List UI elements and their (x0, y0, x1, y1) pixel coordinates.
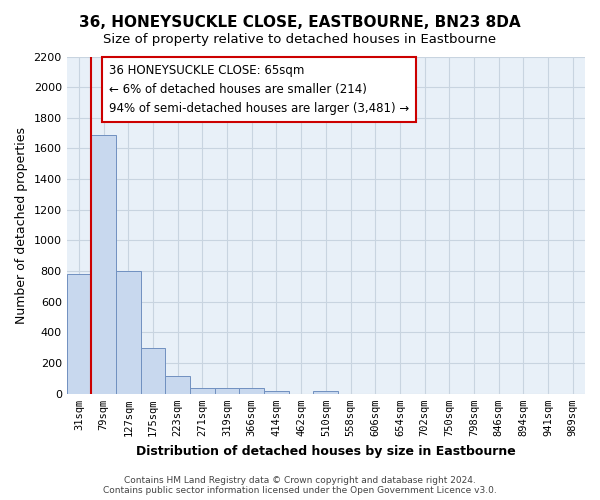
Text: Size of property relative to detached houses in Eastbourne: Size of property relative to detached ho… (103, 32, 497, 46)
Text: Contains HM Land Registry data © Crown copyright and database right 2024.
Contai: Contains HM Land Registry data © Crown c… (103, 476, 497, 495)
X-axis label: Distribution of detached houses by size in Eastbourne: Distribution of detached houses by size … (136, 444, 516, 458)
Bar (166, 376, 190, 394)
Text: 36, HONEYSUCKLE CLOSE, EASTBOURNE, BN23 8DA: 36, HONEYSUCKLE CLOSE, EASTBOURNE, BN23 … (79, 15, 521, 30)
Bar (215, 388, 239, 394)
Y-axis label: Number of detached properties: Number of detached properties (15, 126, 28, 324)
Text: 36 HONEYSUCKLE CLOSE: 65sqm
← 6% of detached houses are smaller (214)
94% of sem: 36 HONEYSUCKLE CLOSE: 65sqm ← 6% of deta… (109, 64, 409, 115)
Bar (313, 390, 338, 394)
Bar (116, 271, 141, 394)
Bar (190, 388, 215, 394)
Bar (91, 134, 116, 394)
Bar (264, 390, 289, 394)
Bar (239, 388, 264, 394)
Bar (141, 348, 166, 394)
Bar (67, 274, 91, 394)
